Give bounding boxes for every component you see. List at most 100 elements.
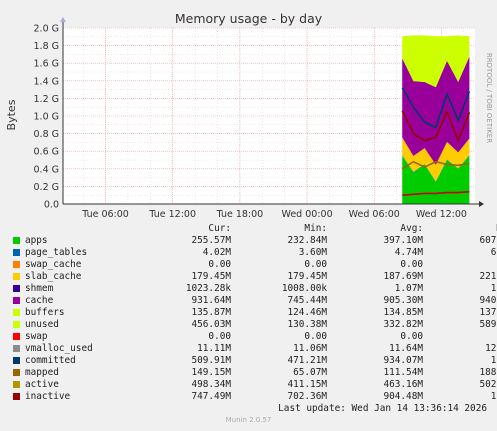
munin-version-footer: Munin 2.0.57 (225, 416, 272, 424)
legend-max-value: 589.60M (479, 319, 497, 330)
legend-cur-value: 0.00 (208, 259, 231, 270)
legend-row-committed: committed 509.91M 471.21M 934.07M 1.55G (13, 355, 497, 367)
legend-avg-value: 0.00 (400, 331, 423, 342)
line-committed (401, 87, 471, 129)
legend-series-name: apps (25, 235, 48, 246)
x-tick-label: Wed 12:00 (416, 209, 467, 220)
legend-series-name: inactive (25, 391, 71, 402)
legend-swatch (13, 393, 20, 400)
legend-avg-value: 4.74M (394, 247, 423, 258)
legend-row-active: active 498.34M 411.15M 463.16M 502.89M (13, 379, 497, 391)
legend-row-buffers: buffers 135.87M 124.46M 134.85M 137.79M (13, 307, 497, 319)
legend-min-value: 1008.00k (281, 283, 327, 294)
legend-swatch (13, 297, 20, 304)
legend-min-value: 65.07M (293, 367, 327, 378)
y-tick-label: 1.4 G (34, 76, 60, 87)
legend-max-value: 607.32M (479, 235, 497, 246)
legend-avg-value: 111.54M (383, 367, 423, 378)
legend-header-avg: Avg: (400, 223, 423, 234)
legend-cur-value: 747.49M (191, 391, 231, 402)
line-inactive (401, 109, 471, 143)
area-unused (402, 35, 470, 76)
y-tick-label: 1.6 G (34, 59, 60, 70)
line-layer (401, 87, 471, 196)
axis-layer: 0.0 0.2 G 0.4 G 0.6 G 0.8 G 1.0 G 1.2 G 1.4 G 1.… (34, 17, 484, 220)
legend-avg-value: 187.69M (383, 271, 423, 282)
legend-cur-value: 509.91M (191, 355, 231, 366)
legend-row-page-tables: page_tables 4.02M 3.60M 4.74M 6.31M (13, 247, 497, 259)
legend-swatch (13, 249, 20, 256)
x-tick-label: Tue 12:00 (148, 209, 196, 220)
legend-swatch (13, 381, 20, 388)
legend-row-vmalloc-used: vmalloc_used 11.11M 11.06M 11.64M 12.28M (13, 343, 497, 355)
legend-swatch (13, 285, 20, 292)
y-tick-label: 0.2 G (34, 182, 60, 193)
legend-cur-value: 1023.28k (185, 283, 231, 294)
chart-title: Memory usage - by day (175, 11, 323, 26)
legend-series-name: shmem (25, 283, 54, 294)
legend-series-name: page_tables (25, 247, 88, 258)
y-tick-label: 1.8 G (34, 41, 60, 52)
legend-min-value: 124.46M (287, 307, 327, 318)
y-tick-label: 1.0 G (34, 112, 60, 123)
legend-cur-value: 456.03M (191, 319, 231, 330)
legend-cur-value: 4.02M (202, 247, 231, 258)
legend-min-value: 745.44M (287, 295, 327, 306)
legend-min-value: 11.06M (293, 343, 327, 354)
legend-header-cur: Cur: (208, 223, 231, 234)
y-tick-label: 2.0 G (34, 24, 60, 35)
legend-min-value: 130.38M (287, 319, 327, 330)
legend-swatch (13, 345, 20, 352)
legend-min-value: 232.84M (287, 235, 327, 246)
legend-row-shmem: shmem 1023.28k 1008.00k 1.07M 1.18M (13, 283, 497, 295)
legend-swatch (13, 273, 20, 280)
area-buffers (402, 45, 470, 88)
legend-row-mapped: mapped 149.15M 65.07M 111.54M 188.34M (13, 367, 497, 379)
legend-series-name: swap (25, 331, 48, 342)
legend-series-name: committed (25, 355, 76, 366)
legend-avg-value: 332.82M (383, 319, 423, 330)
legend-min-value: 702.36M (287, 391, 327, 402)
legend-series-name: cache (25, 295, 54, 306)
legend-cur-value: 931.64M (191, 295, 231, 306)
legend-min-value: 3.60M (298, 247, 327, 258)
legend-min-value: 411.15M (287, 379, 327, 390)
legend-cur-value: 498.34M (191, 379, 231, 390)
y-tick-label: 0.8 G (34, 129, 60, 140)
x-axis-arrow (479, 201, 484, 207)
legend-max-value: 0.00 (423, 259, 497, 271)
legend-max-value: 940.83M (479, 295, 497, 306)
legend-avg-value: 934.07M (383, 355, 423, 366)
x-tick-label: Wed 00:00 (282, 209, 333, 220)
legend-series-name: swap_cache (25, 259, 82, 270)
legend-header-row: Cur: Min: Avg: Max: (13, 223, 497, 235)
legend-series-name: mapped (25, 367, 59, 378)
legend-max-value: 1.11G (490, 391, 497, 402)
legend-max-value: 221.70M (479, 271, 497, 282)
y-tick-label: 1.2 G (34, 94, 60, 105)
x-tick-label: Wed 06:00 (349, 209, 400, 220)
legend-swatch (13, 309, 20, 316)
legend-min-value: 471.21M (287, 355, 327, 366)
legend-row-inactive: inactive 747.49M 702.36M 904.48M 1.11G (13, 391, 497, 403)
y-axis-arrow (60, 17, 66, 22)
legend-avg-value: 11.64M (389, 343, 423, 354)
last-update: Last update: Wed Jan 14 13:36:14 2026 (278, 403, 487, 414)
legend-avg-value: 134.85M (383, 307, 423, 318)
legend-avg-value: 905.30M (383, 295, 423, 306)
area-slab-cache (402, 137, 470, 182)
legend-max-value: 1.55G (490, 355, 497, 366)
legend-max-value: 188.34M (479, 367, 497, 378)
legend-avg-value: 0.00 (400, 259, 423, 270)
legend-cur-value: 11.11M (197, 343, 231, 354)
rrdtool-side-label: RRDTOOL / TOBI OETIKER (485, 53, 493, 143)
legend-max-value: 12.28M (485, 343, 497, 354)
legend-min-value: 0.00 (304, 331, 327, 342)
legend-header-max: Max: (423, 223, 497, 235)
legend-swatch (13, 261, 20, 268)
legend-cur-value: 135.87M (191, 307, 231, 318)
legend-series-name: unused (25, 319, 59, 330)
legend-avg-value: 397.10M (383, 235, 423, 246)
